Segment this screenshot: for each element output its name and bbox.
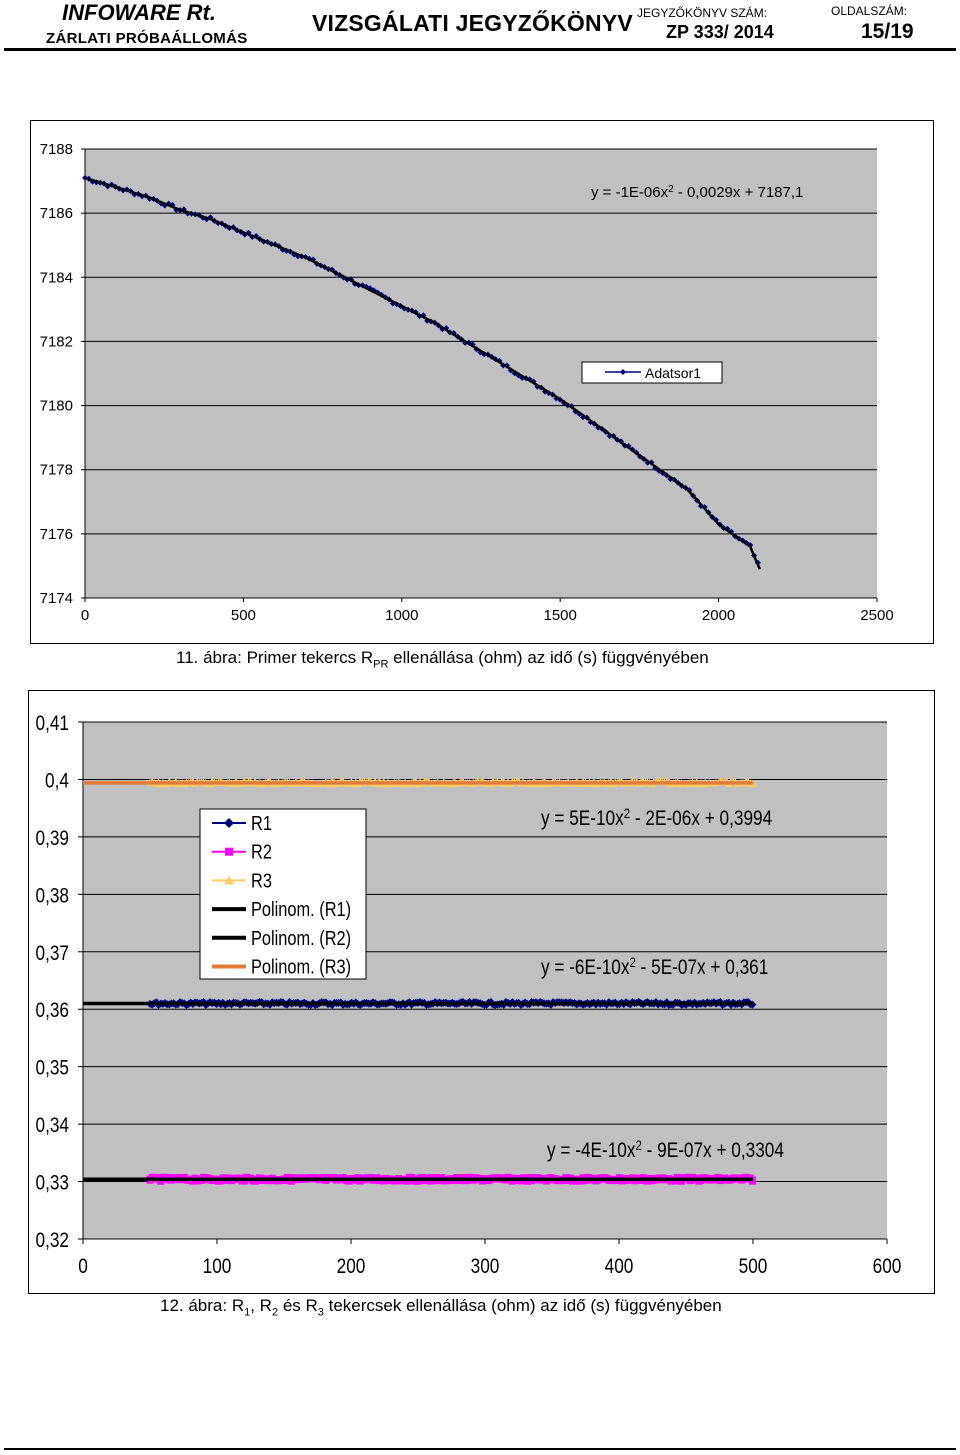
plot-area: [83, 722, 887, 1239]
legend-marker: [620, 369, 626, 375]
legend-label: R1: [251, 811, 272, 834]
x-tick-label: 200: [337, 1256, 366, 1279]
caption-subscript: 1: [244, 1306, 251, 1319]
x-tick-label: 1000: [385, 607, 418, 624]
page-number: 15/19: [861, 20, 914, 43]
x-tick-label: 0: [78, 1256, 88, 1279]
caption-subscript: 3: [317, 1306, 324, 1319]
data-point: [439, 326, 446, 333]
x-tick-label: 2500: [860, 607, 893, 624]
x-tick-label: 500: [231, 607, 256, 624]
chart1-svg: 7174 7176 7178 7180 7182 7184 7186 7188 0 500 1000…: [40, 141, 894, 624]
document-title: VIZSGÁLATI JEGYZŐKÖNYV: [312, 10, 633, 36]
data-point: [310, 256, 317, 263]
y-tick-label: 0,39: [35, 827, 69, 850]
page-number-label: OLDALSZÁM:: [831, 4, 908, 18]
chart-primary-resistance: 7174 7176 7178 7180 7182 7184 7186 7188 0 500 1000…: [30, 120, 934, 644]
y-tick-label: 0,33: [35, 1172, 69, 1195]
y-tick-label: 0,41: [35, 713, 69, 736]
caption-text: ellenállása (ohm) az idő (s) függvényébe…: [388, 648, 709, 667]
station-name: ZÁRLATI PRÓBAÁLLOMÁS: [46, 30, 248, 47]
y-tick-label: 7180: [40, 398, 73, 415]
trendline-equation: y = -6E-10x2 - 5E-07x + 0,361: [541, 954, 768, 980]
y-tick-label: 7176: [40, 526, 73, 543]
legend: R1 R2 R3 Polinom. (R1) Polinom. (R2) Polinom.…: [199, 808, 367, 980]
legend-box: [581, 361, 723, 384]
figure-11-caption: 11. ábra: Primer tekercs RPR ellenállása…: [176, 648, 709, 670]
y-tick-label: 7184: [40, 269, 73, 286]
y-tick-label: 0,36: [35, 1000, 69, 1023]
legend-label: Polinom. (R3): [251, 955, 351, 978]
document-number: ZP 333/ 2014: [666, 22, 774, 42]
legend-marker: [225, 847, 233, 856]
y-tick-label: 7174: [40, 590, 73, 607]
x-tick-label: 2000: [702, 607, 735, 624]
trendline-polynomial: [84, 176, 761, 570]
trendline-equation: y = 5E-10x2 - 2E-06x + 0,3994: [541, 805, 772, 831]
legend: Adatsor1: [581, 361, 723, 384]
legend-label: Adatsor1: [645, 365, 701, 381]
trendline-equation: y = -1E-06x2 - 0,0029x + 7187,1: [591, 184, 803, 201]
y-tick-label: 7188: [40, 141, 73, 158]
trendline-equation: y = -4E-10x2 - 9E-07x + 0,3304: [547, 1137, 784, 1163]
chart-coil-resistances: 0,32 0,33 0,34 0,35 0,36 0,37 0,38 0,39 0,4 0,41 0…: [28, 690, 935, 1294]
x-tick-label: 500: [739, 1256, 768, 1279]
legend-marker: [224, 875, 234, 885]
y-tick-label: 0,35: [35, 1057, 69, 1080]
x-tick-label: 100: [203, 1256, 232, 1279]
company-name: INFOWARE Rt.: [62, 0, 216, 25]
chart2-svg: 0,32 0,33 0,34 0,35 0,36 0,37 0,38 0,39 0,4 0,41 0…: [35, 713, 902, 1279]
caption-text: és R: [278, 1296, 318, 1315]
data-point: [245, 229, 252, 236]
legend-label: R2: [251, 840, 272, 863]
data-point: [515, 372, 522, 379]
y-tick-label: 0,32: [35, 1230, 69, 1253]
x-tick-label: 300: [471, 1256, 500, 1279]
document-number-label: JEGYZŐKÖNYV SZÁM:: [637, 6, 768, 20]
caption-text: tekercsek ellenállása (ohm) az idő (s) f…: [323, 1296, 722, 1315]
caption-subscript: PR: [373, 658, 389, 671]
legend-marker: [224, 818, 234, 828]
figure-12-caption: 12. ábra: R1, R2 és R3 tekercsek ellenál…: [160, 1296, 722, 1318]
x-tick-label: 0: [81, 607, 89, 624]
y-tick-label: 0,34: [35, 1115, 69, 1138]
caption-subscript: 2: [271, 1306, 279, 1319]
header-rule: [4, 48, 956, 51]
caption-text: , R: [250, 1296, 272, 1315]
x-tick-label: 400: [605, 1256, 634, 1279]
y-tick-label: 0,38: [35, 885, 69, 908]
y-tick-label: 7186: [40, 205, 73, 222]
legend-label: Polinom. (R2): [251, 926, 351, 949]
y-tick-label: 7182: [40, 333, 73, 350]
x-tick-label: 1500: [544, 607, 577, 624]
x-tick-label: 600: [873, 1256, 902, 1279]
caption-text: 12. ábra: R: [160, 1296, 245, 1315]
y-tick-label: 7178: [40, 462, 73, 479]
y-tick-label: 0,4: [45, 770, 69, 793]
caption-text: 11. ábra: Primer tekercs R: [176, 648, 374, 667]
footer-rule: [4, 1448, 956, 1450]
page-header: INFOWARE Rt. ZÁRLATI PRÓBAÁLLOMÁS VIZSGÁ…: [0, 0, 960, 52]
legend-label: R3: [251, 869, 272, 892]
legend-box: [199, 808, 367, 980]
data-point: [370, 287, 377, 294]
legend-label: Polinom. (R1): [251, 898, 351, 921]
y-tick-label: 0,37: [35, 942, 69, 965]
